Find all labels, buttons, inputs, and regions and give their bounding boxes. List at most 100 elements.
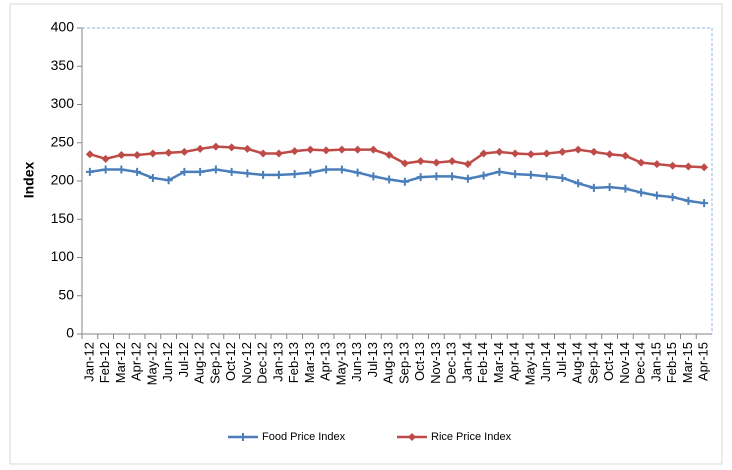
x-tick-label: May-14 (522, 342, 537, 385)
legend-label: Food Price Index (262, 431, 346, 443)
x-tick-label: Feb-14 (475, 342, 490, 383)
point (589, 147, 598, 156)
x-tick-label: Oct-12 (223, 342, 238, 381)
point (337, 165, 346, 174)
point (408, 433, 416, 441)
x-tick-label: Sep-13 (396, 342, 411, 384)
point (117, 150, 126, 159)
x-tick-label: Apr-15 (696, 342, 711, 381)
y-tick-label: 0 (66, 325, 74, 341)
point (211, 165, 220, 174)
x-tick-label: Oct-13 (412, 342, 427, 381)
point (432, 172, 441, 181)
x-tick-label: Jul-14 (554, 342, 569, 377)
point (495, 167, 504, 176)
point (369, 145, 378, 154)
point (322, 165, 331, 174)
point (239, 433, 247, 441)
point (605, 183, 614, 192)
x-tick-label: Jan-14 (459, 342, 474, 382)
x-tick-label: May-12 (144, 342, 159, 385)
point (227, 167, 236, 176)
point (385, 150, 394, 159)
x-tick-label: Aug-12 (192, 342, 207, 384)
point (416, 157, 425, 166)
point (605, 150, 614, 159)
point (290, 170, 299, 179)
x-tick-label: Jun-14 (538, 342, 553, 382)
series (85, 165, 709, 208)
point (306, 145, 315, 154)
point (101, 154, 110, 163)
y-tick-label: 250 (51, 133, 75, 149)
x-tick-label: Nov-12 (239, 342, 254, 384)
point (164, 176, 173, 185)
x-tick-label: Apr-12 (129, 342, 144, 381)
point (574, 145, 583, 154)
point (637, 158, 646, 167)
point (526, 170, 535, 179)
x-tick-label: Jul-12 (176, 342, 191, 377)
x-tick-label: Nov-13 (428, 342, 443, 384)
point (180, 147, 189, 156)
point (196, 167, 205, 176)
x-tick-label: Dec-13 (444, 342, 459, 384)
point (322, 146, 331, 155)
x-tick-label: Feb-15 (664, 342, 679, 383)
point (700, 163, 709, 172)
point (479, 149, 488, 158)
point (668, 193, 677, 202)
point (558, 147, 567, 156)
point (211, 142, 220, 151)
point (400, 177, 409, 186)
point (652, 191, 661, 200)
x-tick-label: Feb-12 (97, 342, 112, 383)
point (180, 167, 189, 176)
series-line (89, 145, 705, 169)
x-tick-label: Jan-15 (648, 342, 663, 382)
point (164, 148, 173, 157)
point (668, 161, 677, 170)
point (558, 173, 567, 182)
y-tick-label: 400 (51, 19, 75, 35)
point (463, 174, 472, 183)
point (542, 172, 551, 181)
x-tick-label: Mar-13 (302, 342, 317, 383)
point (353, 145, 362, 154)
x-tick-label: Jan-13 (270, 342, 285, 382)
point (448, 172, 457, 181)
x-tick-label: Sep-12 (207, 342, 222, 384)
point (243, 169, 252, 178)
x-tick-label: Sep-14 (585, 342, 600, 384)
point (290, 147, 299, 156)
point (337, 145, 346, 154)
x-tick-label: Jan-12 (81, 342, 96, 382)
y-tick-label: 100 (51, 248, 75, 264)
y-axis-label: Index (21, 162, 37, 199)
point (511, 170, 520, 179)
point (542, 149, 551, 158)
point (148, 149, 157, 158)
x-tick-label: Aug-14 (570, 342, 585, 384)
point (652, 160, 661, 169)
point (684, 162, 693, 171)
point (479, 171, 488, 180)
point (684, 196, 693, 205)
point (448, 157, 457, 166)
point (637, 188, 646, 197)
point (117, 165, 126, 174)
point (589, 183, 598, 192)
x-tick-label: Aug-13 (381, 342, 396, 384)
point (85, 150, 94, 159)
point (196, 144, 205, 153)
point (259, 170, 268, 179)
point (85, 167, 94, 176)
x-tick-label: Dec-14 (633, 342, 648, 384)
x-tick-label: Oct-14 (601, 342, 616, 381)
series-line (89, 168, 705, 205)
x-tick-label: Nov-14 (617, 342, 632, 384)
x-tick-label: Mar-15 (680, 342, 695, 383)
point (101, 165, 110, 174)
point (306, 168, 315, 177)
